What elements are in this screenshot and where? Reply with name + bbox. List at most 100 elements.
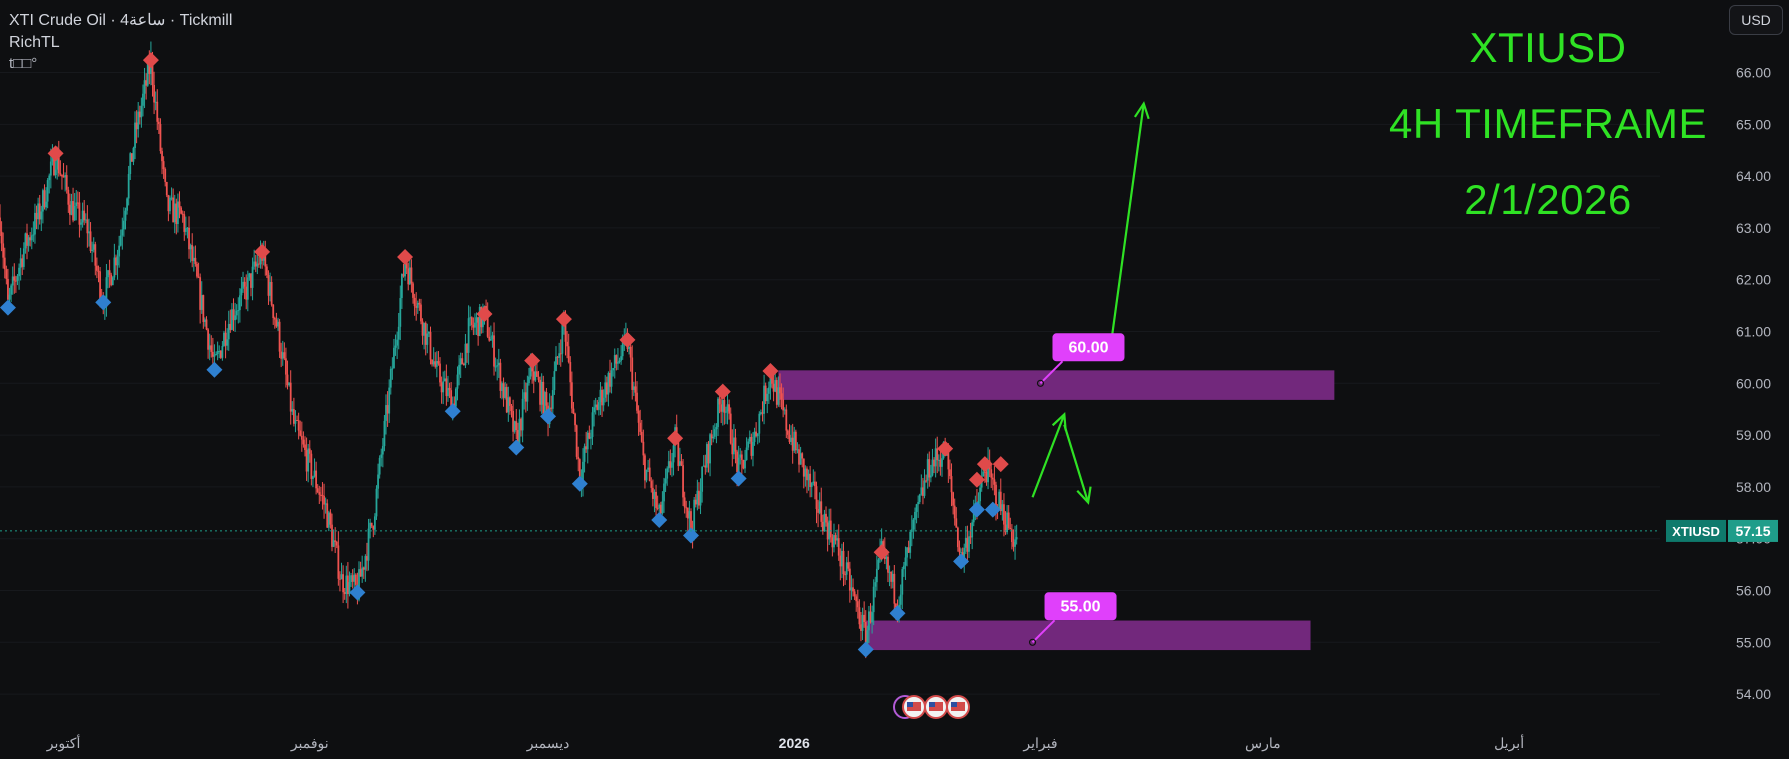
candle-body (842, 550, 845, 575)
candle-body (958, 547, 961, 553)
candle-body (238, 295, 241, 311)
candle-body (1003, 504, 1005, 525)
candle-body (496, 365, 499, 367)
candle-body (402, 274, 405, 277)
candle-body (610, 370, 613, 387)
time-tick-label: مارس (1245, 735, 1281, 752)
candle-body (639, 422, 642, 432)
candle-body (947, 452, 950, 470)
candle-body (423, 322, 426, 336)
time-tick-label: 2026 (779, 735, 810, 751)
candle-body (926, 459, 929, 481)
candle-body (721, 400, 724, 412)
candle-body (34, 212, 36, 235)
candle-body (186, 227, 189, 229)
candle-body (556, 356, 559, 358)
candle-body (599, 389, 602, 403)
candle-body (726, 404, 729, 412)
candle-body (742, 459, 745, 469)
candle-body (24, 233, 27, 249)
candle-body (850, 587, 853, 591)
candle-body (763, 385, 765, 414)
candle-body (331, 524, 333, 547)
candle-body (534, 371, 537, 381)
candle-body (372, 526, 375, 530)
candle-body (752, 441, 754, 456)
candle-body (979, 487, 982, 502)
candle-body (367, 528, 370, 561)
currency-button[interactable]: USD (1729, 5, 1783, 35)
candle-body (21, 258, 24, 267)
candle-body (393, 347, 395, 369)
candle-body (218, 350, 221, 352)
candle-body (243, 281, 246, 287)
candle-body (933, 459, 935, 467)
candle-body (744, 459, 746, 469)
candle-body (866, 630, 869, 649)
candle-body (426, 333, 429, 345)
candle-body (285, 358, 287, 375)
swing-high-marker (619, 331, 636, 348)
candle-body (389, 368, 392, 388)
candle-body (809, 473, 812, 487)
candle-body (81, 210, 84, 223)
candle-body (516, 430, 519, 445)
candle-body (134, 122, 136, 149)
candle-body (912, 519, 915, 530)
candle-body (72, 201, 74, 221)
candle-body (111, 277, 114, 286)
candle-body (968, 536, 970, 552)
candle-body (731, 443, 734, 455)
candle-body (353, 574, 356, 582)
candle-body (54, 169, 57, 176)
candle-body (316, 488, 319, 493)
candle-body (396, 339, 399, 346)
candle-body (342, 574, 345, 593)
candle-body (375, 488, 378, 517)
candle-body (43, 190, 46, 208)
candle-body (99, 271, 101, 300)
candle-body (297, 420, 300, 431)
candle-body (350, 575, 352, 582)
candle-body (146, 63, 149, 86)
candle-body (304, 444, 306, 451)
candle-body (16, 276, 19, 281)
price-axis: 54.0055.0056.0057.0058.0059.0060.0061.00… (0, 65, 1778, 702)
candle-body (27, 237, 30, 246)
price-tick-label: 63.00 (1736, 220, 1771, 236)
candle-body (245, 286, 248, 300)
candle-body (184, 228, 187, 232)
candle-body (459, 358, 462, 365)
candle-body (663, 483, 665, 502)
candle-body (659, 504, 662, 514)
candle-body (75, 202, 78, 206)
candle-body (764, 385, 767, 402)
candle-body (172, 197, 175, 223)
candle-body (941, 458, 943, 467)
candle-body (906, 547, 908, 558)
candle-body (801, 453, 804, 459)
candle-body (226, 339, 229, 346)
candle-body (123, 220, 125, 230)
candle-body (747, 441, 750, 448)
candle-body (856, 601, 859, 608)
candle-body (953, 505, 956, 519)
candle-body (740, 454, 743, 460)
candle-body (404, 261, 406, 277)
candle-body (888, 572, 891, 574)
candle-body (923, 480, 926, 496)
candle-body (890, 572, 893, 582)
candle-body (369, 522, 372, 529)
candle-body (340, 574, 343, 580)
flag-canton-icon (929, 702, 935, 707)
candle-body (569, 362, 572, 383)
candle-body (323, 495, 325, 505)
time-tick-label: ديسمبر (526, 735, 570, 752)
candle-body (119, 235, 122, 246)
candle-body (551, 390, 554, 409)
candle-body (0, 231, 3, 244)
indicator-name[interactable]: RichTL (9, 34, 60, 51)
candle-body (275, 319, 278, 327)
